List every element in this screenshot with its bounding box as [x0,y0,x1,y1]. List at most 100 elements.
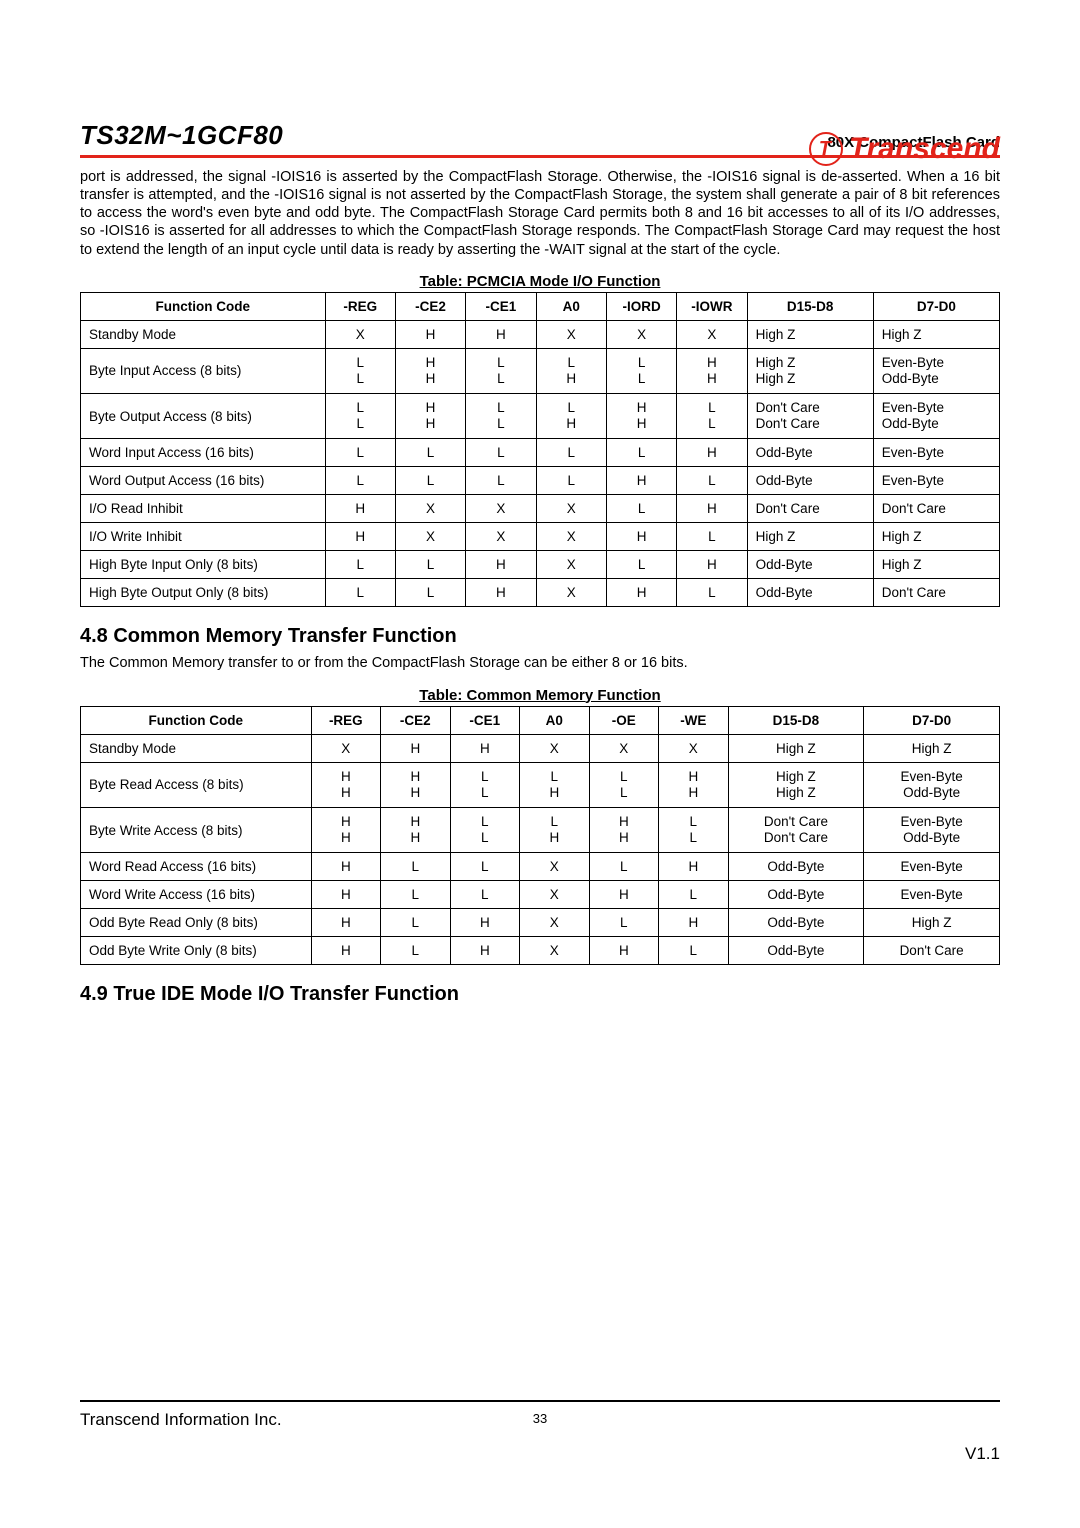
cell: High Z [873,523,999,551]
cell: H [381,734,451,762]
th-a0: A0 [520,706,590,734]
table1-title: Table: PCMCIA Mode I/O Function [80,273,1000,290]
cell: X [606,320,676,348]
cell: LL [589,762,659,807]
table-row: Standby ModeXHHXXXHigh ZHigh Z [81,320,1000,348]
cell: L [589,909,659,937]
cell-function-code: Byte Write Access (8 bits) [81,807,312,852]
cell: L [381,937,451,965]
cell: L [381,881,451,909]
cell: Even-Byte [873,439,999,467]
cell: L [677,467,747,495]
th-fn: Function Code [81,706,312,734]
table-row: Byte Read Access (8 bits)HHHHLLLHLLHHHig… [81,762,1000,807]
th-reg: -REG [325,292,395,320]
cell: Even-Byte [873,467,999,495]
page: T Transcend TS32M~1GCF80 80X CompactFlas… [0,0,1080,1528]
cell: L [536,439,606,467]
cell: High Z [873,551,999,579]
cell: H [311,909,381,937]
cell: Odd-Byte [728,853,864,881]
footer-rule [80,1400,1000,1402]
cell: High Z [873,320,999,348]
cell: High Z [864,734,1000,762]
cell: LL [677,394,747,439]
cell-function-code: Word Input Access (16 bits) [81,439,326,467]
cell: L [677,523,747,551]
cell: HH [311,762,381,807]
cell: L [450,853,520,881]
cell: Don't Care [747,495,873,523]
table-row: Odd Byte Write Only (8 bits)HLHXHLOdd-By… [81,937,1000,965]
cell: HH [395,394,465,439]
cell: LL [325,394,395,439]
cell: L [325,439,395,467]
cell: L [466,439,536,467]
th-oe: -OE [589,706,659,734]
cell: H [677,551,747,579]
cell: LL [325,348,395,393]
cell: L [395,467,465,495]
cell: HH [395,348,465,393]
table-row: High Byte Input Only (8 bits)LLHXLHOdd-B… [81,551,1000,579]
pcmcia-table: Function Code -REG -CE2 -CE1 A0 -IORD -I… [80,292,1000,608]
section-49-heading: 4.9 True IDE Mode I/O Transfer Function [80,983,1000,1006]
cell: High Z [864,909,1000,937]
cell: X [677,320,747,348]
table-row: Odd Byte Read Only (8 bits)HLHXLHOdd-Byt… [81,909,1000,937]
cell: X [536,523,606,551]
table-row: Byte Output Access (8 bits)LLHHLLLHHHLLD… [81,394,1000,439]
cell: H [450,734,520,762]
cell: X [520,853,590,881]
cell: X [520,881,590,909]
cell: LH [536,394,606,439]
cell: X [520,909,590,937]
cell: X [659,734,729,762]
cell: L [659,937,729,965]
th-ce2: -CE2 [395,292,465,320]
table-header-row: Function Code -REG -CE2 -CE1 A0 -IORD -I… [81,292,1000,320]
table-row: Word Input Access (16 bits)LLLLLHOdd-Byt… [81,439,1000,467]
cell: Even-ByteOdd-Byte [864,762,1000,807]
cell: High ZHigh Z [728,762,864,807]
cell: Odd-Byte [728,909,864,937]
cell: L [659,881,729,909]
cell: X [311,734,381,762]
cell: H [677,495,747,523]
cell: X [466,495,536,523]
cell: HH [606,394,676,439]
cell: H [450,909,520,937]
cell-function-code: Word Output Access (16 bits) [81,467,326,495]
cell: L [606,551,676,579]
cell-function-code: Byte Output Access (8 bits) [81,394,326,439]
cell: Don't Care [873,495,999,523]
footer-version: V1.1 [965,1444,1000,1464]
cell: H [606,579,676,607]
cell: LL [466,394,536,439]
cell: LL [450,762,520,807]
cell: H [450,937,520,965]
cell: H [325,495,395,523]
cell: L [395,439,465,467]
cell: Odd-Byte [747,467,873,495]
cell-function-code: Byte Input Access (8 bits) [81,348,326,393]
cell-function-code: Byte Read Access (8 bits) [81,762,312,807]
cell: L [450,881,520,909]
th-d15: D15-D8 [728,706,864,734]
cell: L [325,551,395,579]
footer-pagenum: 33 [0,1411,1080,1426]
cell: Odd-Byte [747,439,873,467]
cell: H [311,881,381,909]
cell: LL [466,348,536,393]
cell: LL [606,348,676,393]
cell: L [381,909,451,937]
section-48-text: The Common Memory transfer to or from th… [80,654,1000,672]
cell: LL [659,807,729,852]
cell: L [606,495,676,523]
cell: H [606,467,676,495]
cell: X [536,551,606,579]
table-row: Standby ModeXHHXXXHigh ZHigh Z [81,734,1000,762]
table-row: Word Write Access (16 bits)HLLXHLOdd-Byt… [81,881,1000,909]
cell-function-code: Standby Mode [81,320,326,348]
section-48-heading: 4.8 Common Memory Transfer Function [80,625,1000,648]
